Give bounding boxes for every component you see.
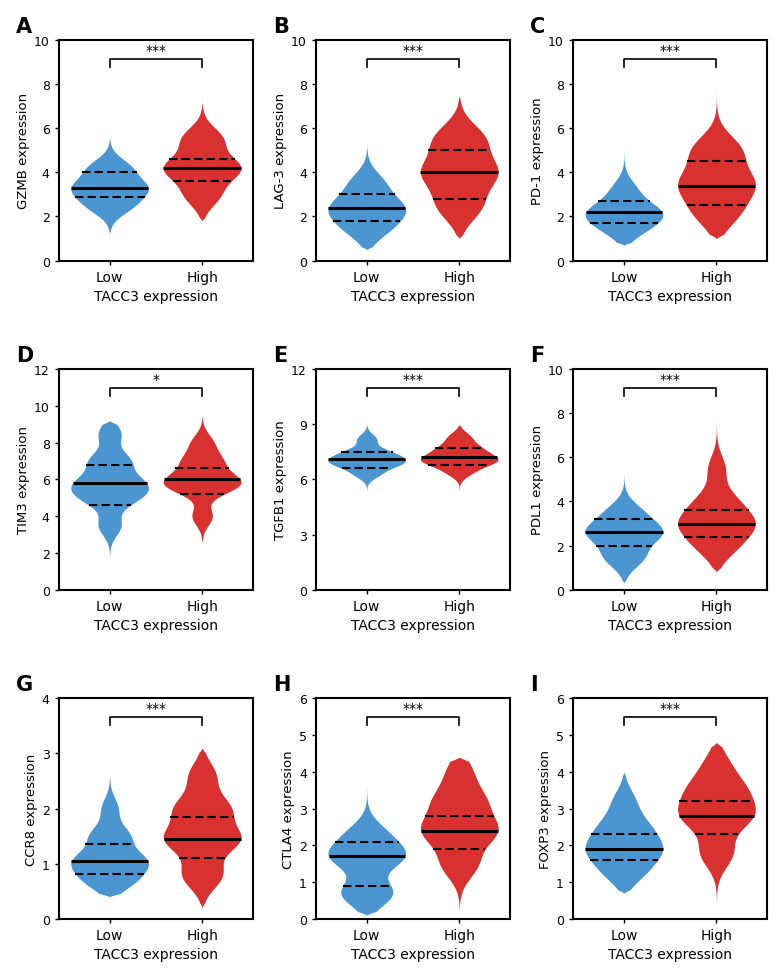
Text: C: C bbox=[530, 17, 546, 36]
Y-axis label: GZMB expression: GZMB expression bbox=[16, 93, 30, 209]
Text: B: B bbox=[273, 17, 289, 36]
X-axis label: TACC3 expression: TACC3 expression bbox=[351, 289, 475, 304]
Y-axis label: CCR8 expression: CCR8 expression bbox=[24, 753, 38, 865]
Text: F: F bbox=[530, 345, 545, 366]
Y-axis label: FOXP3 expression: FOXP3 expression bbox=[539, 749, 552, 868]
Text: A: A bbox=[16, 17, 32, 36]
X-axis label: TACC3 expression: TACC3 expression bbox=[608, 289, 732, 304]
X-axis label: TACC3 expression: TACC3 expression bbox=[94, 948, 218, 961]
Y-axis label: PD-1 expression: PD-1 expression bbox=[531, 98, 544, 205]
Text: *: * bbox=[152, 373, 159, 386]
Text: ***: *** bbox=[145, 701, 166, 715]
X-axis label: TACC3 expression: TACC3 expression bbox=[608, 948, 732, 961]
Text: ***: *** bbox=[659, 373, 681, 386]
Y-axis label: TIM3 expression: TIM3 expression bbox=[16, 426, 30, 534]
Y-axis label: LAG-3 expression: LAG-3 expression bbox=[274, 93, 287, 209]
Text: G: G bbox=[16, 674, 33, 694]
X-axis label: TACC3 expression: TACC3 expression bbox=[94, 289, 218, 304]
Text: ***: *** bbox=[145, 43, 166, 58]
Text: E: E bbox=[273, 345, 288, 366]
X-axis label: TACC3 expression: TACC3 expression bbox=[608, 619, 732, 633]
Text: H: H bbox=[273, 674, 291, 694]
Y-axis label: PDL1 expression: PDL1 expression bbox=[531, 424, 544, 535]
Text: D: D bbox=[16, 345, 33, 366]
X-axis label: TACC3 expression: TACC3 expression bbox=[94, 619, 218, 633]
Text: ***: *** bbox=[402, 43, 423, 58]
Text: I: I bbox=[530, 674, 538, 694]
Text: ***: *** bbox=[402, 701, 423, 715]
Y-axis label: CTLA4 expression: CTLA4 expression bbox=[281, 749, 295, 867]
X-axis label: TACC3 expression: TACC3 expression bbox=[351, 619, 475, 633]
Text: ***: *** bbox=[659, 43, 681, 58]
Text: ***: *** bbox=[402, 373, 423, 386]
Text: ***: *** bbox=[659, 701, 681, 715]
X-axis label: TACC3 expression: TACC3 expression bbox=[351, 948, 475, 961]
Y-axis label: TGFB1 expression: TGFB1 expression bbox=[274, 421, 287, 540]
